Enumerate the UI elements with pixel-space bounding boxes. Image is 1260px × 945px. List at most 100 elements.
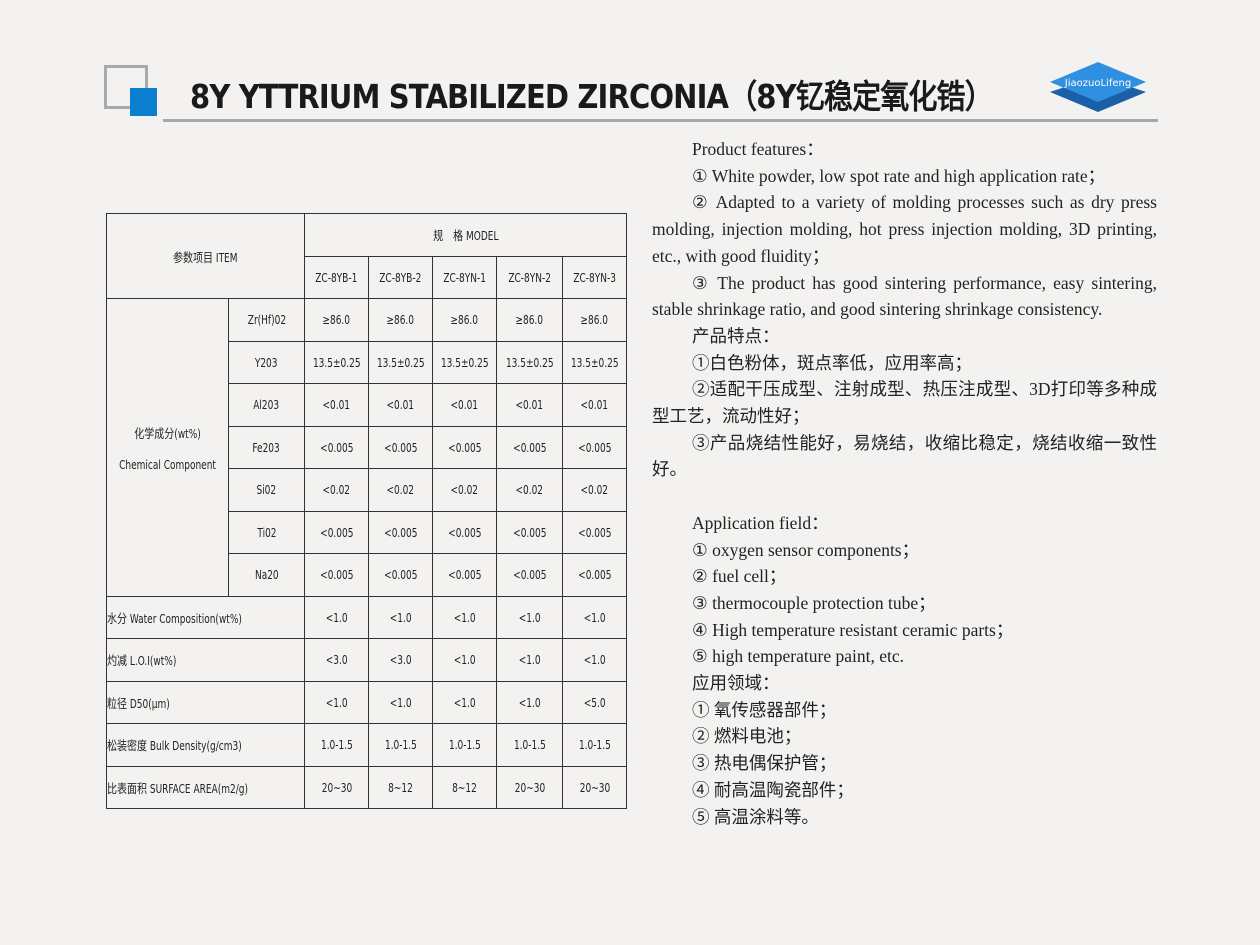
value-cell: 1.0-1.5 xyxy=(304,723,370,767)
component-name: Na20 xyxy=(228,553,306,597)
value-cell: <0.01 xyxy=(304,383,370,427)
table-row: 比表面积 SURFACE AREA(m2/g) 20~30 8~12 8~12 20~3… xyxy=(105,765,628,809)
value-cell: <1.0 xyxy=(562,595,628,639)
table-row: 松装密度 Bulk Density(g/cm3) 1.0-1.5 1.0-1.5 1.… xyxy=(105,723,628,767)
feature-item-cn: ③产品烧结性能好，易烧结，收缩比稳定，烧结收缩一致性好。 xyxy=(652,432,1157,480)
description-text: Product features： ① White powder, low sp… xyxy=(652,136,1157,830)
component-name: Ti02 xyxy=(228,510,306,554)
value-cell: <0.01 xyxy=(496,383,564,427)
feature-item: ① White powder, low spot rate and high a… xyxy=(692,165,1106,186)
value-cell: 13.5±0.25 xyxy=(496,340,564,384)
svg-text:JiaozuoLifeng: JiaozuoLifeng xyxy=(1064,78,1131,89)
value-cell: 1.0-1.5 xyxy=(496,723,564,767)
application-item: ⑤ high temperature paint, etc. xyxy=(692,646,904,667)
model-header-cell: ZC-8YN-1 xyxy=(432,255,498,299)
value-cell: <0.02 xyxy=(432,468,498,512)
feature-item-cn: ②适配干压成型、注射成型、热压注成型、3D打印等多种成型工艺，流动性好； xyxy=(652,379,1157,427)
value-cell: <0.005 xyxy=(496,510,564,554)
decorative-square-blue xyxy=(130,88,157,116)
application-item: ③ thermocouple protection tube； xyxy=(692,592,936,613)
property-name: 灼减 L.O.I(wt%) xyxy=(105,638,306,682)
value-cell: 13.5±0.25 xyxy=(432,340,498,384)
value-cell: 13.5±0.25 xyxy=(562,340,628,384)
value-cell: <1.0 xyxy=(304,595,370,639)
property-name: 粒径 D50(μm) xyxy=(105,680,306,724)
value-cell: 1.0-1.5 xyxy=(368,723,434,767)
component-name: Al203 xyxy=(228,383,306,427)
value-cell: <0.005 xyxy=(368,553,434,597)
application-item: ④ High temperature resistant ceramic par… xyxy=(692,619,1014,640)
value-cell: <0.01 xyxy=(432,383,498,427)
value-cell: <0.005 xyxy=(562,425,628,469)
value-cell: <1.0 xyxy=(368,680,434,724)
value-cell: <0.02 xyxy=(368,468,434,512)
value-cell: 8~12 xyxy=(432,765,498,809)
value-cell: ≥86.0 xyxy=(368,298,434,342)
model-header-cell: ZC-8YB-1 xyxy=(304,255,370,299)
value-cell: 8~12 xyxy=(368,765,434,809)
application-item-cn: ⑤ 高温涂料等。 xyxy=(692,806,819,827)
value-cell: <0.005 xyxy=(496,425,564,469)
model-header-cell: ZC-8YB-2 xyxy=(368,255,434,299)
value-cell: <0.005 xyxy=(562,553,628,597)
table-row: Ti02 <0.005 <0.005 <0.005 <0.005 <0.005 xyxy=(107,510,628,554)
application-item-cn: ③ 热电偶保护管； xyxy=(692,753,837,774)
feature-item-cn: ①白色粉体，斑点率低，应用率高； xyxy=(692,352,972,373)
feature-item: ③ The product has good sintering perform… xyxy=(652,272,1157,320)
value-cell: <1.0 xyxy=(432,595,498,639)
table-row: 水分 Water Composition(wt%) <1.0 <1.0 <1.0 <1.… xyxy=(105,595,628,639)
property-name: 比表面积 SURFACE AREA(m2/g) xyxy=(105,765,306,809)
application-item: ② fuel cell； xyxy=(692,566,787,587)
value-cell: 13.5±0.25 xyxy=(304,340,370,384)
value-cell: <0.005 xyxy=(304,553,370,597)
value-cell: ≥86.0 xyxy=(304,298,370,342)
model-header-cell: ZC-8YN-2 xyxy=(496,255,564,299)
value-cell: <0.005 xyxy=(432,510,498,554)
features-en-title: Product features： xyxy=(692,139,824,159)
table-row: Na20 <0.005 <0.005 <0.005 <0.005 <0.005 xyxy=(107,553,628,597)
model-header: 规 格 MODEL xyxy=(304,213,628,257)
value-cell: <1.0 xyxy=(562,638,628,682)
table-header-row: 参数项目 ITEM 规 格 MODEL xyxy=(105,213,628,299)
table-row: 化学成分(wt%) Chemical Component Zr(Hf)02 ≥86.0… xyxy=(105,298,628,597)
chemical-group-label: 化学成分(wt%) Chemical Component xyxy=(105,298,230,597)
header-divider xyxy=(163,119,1158,122)
table-row: Fe203 <0.005 <0.005 <0.005 <0.005 <0.005 xyxy=(107,425,628,469)
value-cell: 1.0-1.5 xyxy=(562,723,628,767)
model-header-cell: ZC-8YN-3 xyxy=(562,255,628,299)
page-title: 8Y YTTRIUM STABILIZED ZIRCONIA（8Y钇稳定氧化锆） xyxy=(190,77,994,116)
value-cell: <1.0 xyxy=(496,595,564,639)
application-item-cn: ② 燃料电池； xyxy=(692,726,802,747)
table-row: 灼减 L.O.I(wt%) <3.0 <3.0 <1.0 <1.0 <1.0 xyxy=(105,638,628,682)
decorative-square-outline xyxy=(104,65,148,109)
value-cell: <3.0 xyxy=(368,638,434,682)
value-cell: <1.0 xyxy=(368,595,434,639)
value-cell: <0.005 xyxy=(562,510,628,554)
value-cell: <0.005 xyxy=(304,425,370,469)
value-cell: <0.005 xyxy=(496,553,564,597)
application-item: ① oxygen sensor components； xyxy=(692,539,920,560)
component-name: Zr(Hf)02 xyxy=(228,298,306,342)
value-cell: <1.0 xyxy=(432,638,498,682)
feature-item: ② Adapted to a variety of molding proces… xyxy=(652,192,1157,266)
value-cell: <0.005 xyxy=(368,425,434,469)
application-cn-title: 应用领域： xyxy=(692,673,780,694)
value-cell: <1.0 xyxy=(496,638,564,682)
application-item-cn: ① 氧传感器部件； xyxy=(692,699,837,720)
value-cell: <3.0 xyxy=(304,638,370,682)
property-name: 水分 Water Composition(wt%) xyxy=(105,595,306,639)
application-en-title: Application field： xyxy=(692,512,829,533)
value-cell: 20~30 xyxy=(496,765,564,809)
value-cell: <0.02 xyxy=(304,468,370,512)
value-cell: 20~30 xyxy=(304,765,370,809)
value-cell: <1.0 xyxy=(432,680,498,724)
value-cell: ≥86.0 xyxy=(496,298,564,342)
value-cell: ≥86.0 xyxy=(432,298,498,342)
value-cell: <0.005 xyxy=(304,510,370,554)
value-cell: 20~30 xyxy=(562,765,628,809)
value-cell: 13.5±0.25 xyxy=(368,340,434,384)
spec-table: 参数项目 ITEM 规 格 MODEL ZC-8YB-1 ZC-8YB-2 ZC-8… xyxy=(105,213,628,809)
component-name: Y203 xyxy=(228,340,306,384)
value-cell: <0.02 xyxy=(496,468,564,512)
value-cell: <1.0 xyxy=(304,680,370,724)
